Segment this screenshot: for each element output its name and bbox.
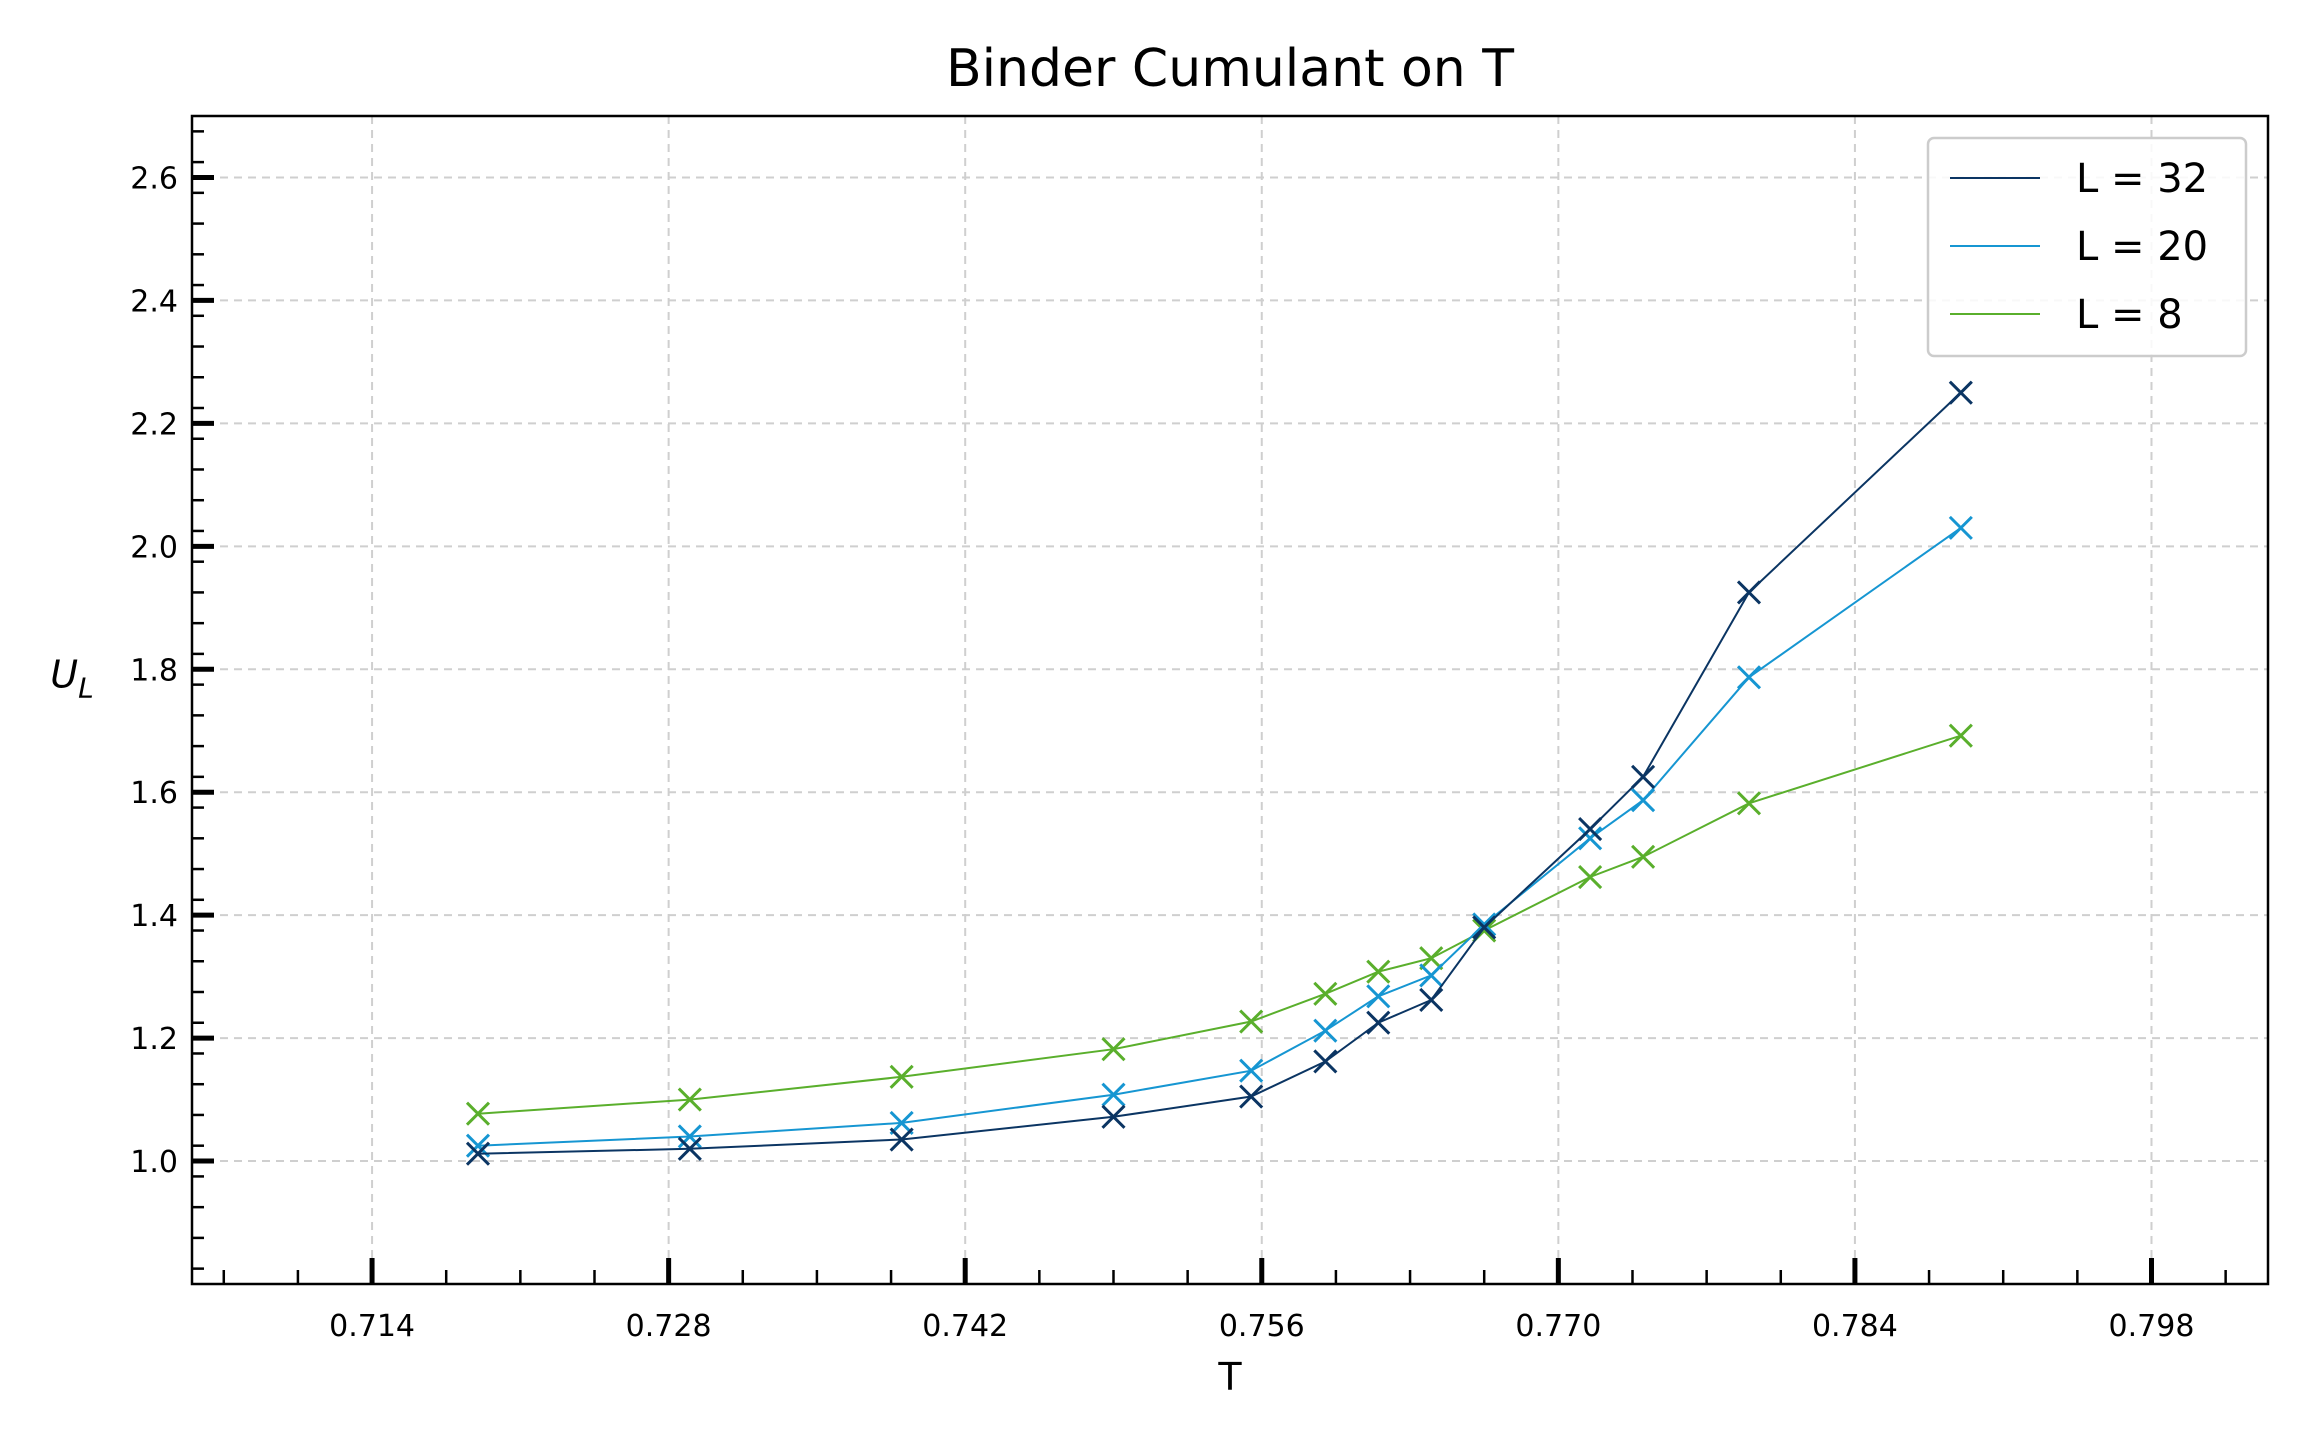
y-axis-label-subscript: L: [78, 672, 94, 705]
data-point-marker: [1736, 791, 1762, 816]
x-tick-label: 0.742: [922, 1309, 1008, 1344]
data-point-marker: [1419, 946, 1444, 971]
data-point-marker: [465, 1101, 491, 1126]
series-layer: [465, 380, 1973, 1166]
y-axis-label-main: U: [50, 653, 78, 697]
data-point-marker: [1948, 723, 1973, 748]
data-point-marker: [1631, 844, 1656, 869]
ticks: 0.714 0.728 0.742 0.756 0.770 0.784 0.798 1.0 1.…: [130, 130, 2227, 1344]
y-tick-label: 2.4: [130, 284, 178, 319]
data-point-marker: [1313, 981, 1338, 1006]
grid: [192, 116, 2268, 1284]
x-tick-label: 0.728: [626, 1309, 712, 1344]
data-point-marker: [1239, 1084, 1264, 1109]
series-l-8: [465, 723, 1973, 1126]
data-point-marker: [1366, 1010, 1391, 1035]
legend-label: L = 8: [2076, 292, 2183, 338]
series-l-20: [465, 515, 1973, 1158]
data-point-marker: [677, 1136, 702, 1161]
data-point-marker: [1578, 864, 1603, 890]
data-point-marker: [1239, 1009, 1264, 1034]
x-tick-label: 0.770: [1515, 1309, 1601, 1344]
x-tick-label: 0.756: [1219, 1309, 1305, 1344]
y-tick-label: 2.6: [130, 161, 178, 196]
series-l-32: [465, 380, 1973, 1166]
data-point-marker: [1631, 788, 1656, 813]
legend-label: L = 32: [2076, 156, 2208, 202]
plot-frame: [190, 114, 2270, 1286]
data-point-marker: [1313, 1049, 1338, 1074]
legend-label: L = 20: [2076, 224, 2208, 270]
x-tick-label: 0.784: [1812, 1309, 1898, 1344]
y-tick-label: 1.2: [130, 1022, 178, 1057]
y-axis-label: UL: [50, 653, 93, 705]
data-point-marker: [1948, 515, 1973, 540]
chart-title: Binder Cumulant on T: [946, 39, 1514, 99]
data-point-marker: [1101, 1082, 1126, 1107]
data-point-marker: [889, 1127, 914, 1152]
x-tick-label: 0.714: [329, 1309, 415, 1344]
data-point-marker: [1736, 665, 1762, 690]
legend-box: [1926, 136, 2248, 358]
data-point-marker: [1736, 580, 1762, 605]
y-tick-label: 2.0: [130, 530, 178, 565]
data-point-marker: [1239, 1058, 1264, 1083]
data-point-marker: [1366, 959, 1391, 984]
data-point-marker: [677, 1087, 702, 1112]
y-tick-label: 2.2: [130, 407, 178, 442]
data-point-marker: [465, 1141, 491, 1166]
data-point-marker: [1578, 817, 1603, 842]
data-point-marker: [889, 1064, 914, 1089]
x-tick-label: 0.798: [2109, 1309, 2195, 1344]
data-point-marker: [1419, 963, 1444, 988]
data-point-marker: [677, 1124, 702, 1149]
data-point-marker: [1948, 380, 1973, 405]
data-point-marker: [1366, 984, 1391, 1009]
y-tick-label: 1.8: [130, 653, 178, 688]
data-point-marker: [1472, 912, 1497, 937]
data-point-marker: [1578, 826, 1603, 851]
y-tick-label: 1.6: [130, 776, 178, 811]
data-point-marker: [1631, 764, 1656, 789]
x-axis-label: T: [1217, 1355, 1242, 1399]
y-tick-label: 1.4: [130, 899, 178, 934]
data-point-marker: [1101, 1104, 1126, 1129]
data-point-marker: [1419, 987, 1444, 1013]
legend: L = 32 L = 20 L = 8: [1926, 136, 2248, 358]
data-point-marker: [1472, 915, 1497, 940]
y-tick-label: 1.0: [130, 1145, 178, 1180]
data-point-marker: [1101, 1037, 1126, 1062]
data-point-marker: [1313, 1018, 1338, 1043]
